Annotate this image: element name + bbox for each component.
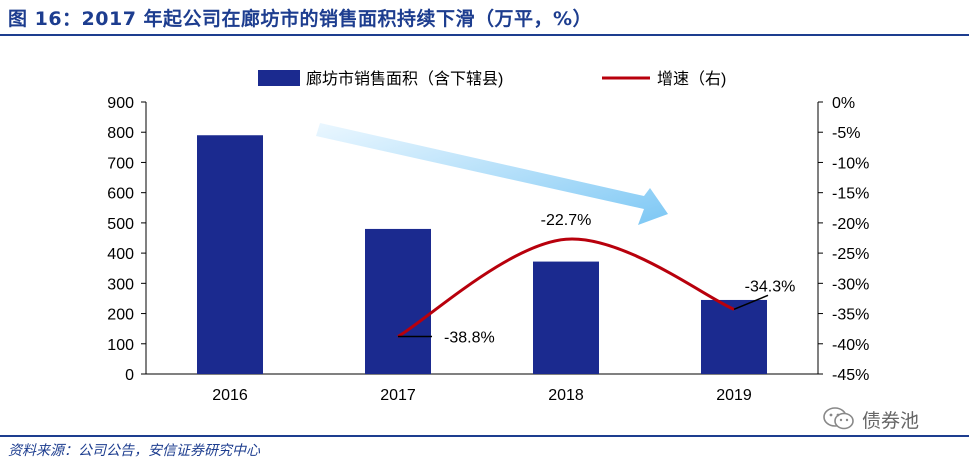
y-left-tick-label: 0: [125, 367, 134, 384]
y-left-tick-label: 500: [107, 216, 134, 233]
data-label-2019: -34.3%: [745, 278, 796, 295]
axes: 0 100 200 300 400 500 600 700 800 900 0% -5% -10% -15…: [107, 95, 869, 404]
y-left-tick-label: 400: [107, 246, 134, 263]
trend-arrow-icon: [316, 123, 668, 225]
legend: 廊坊市销售面积（含下辖县) 增速（右): [258, 70, 726, 88]
data-labels: -38.8% -22.7% -34.3%: [398, 212, 796, 347]
x-tick-label: 2019: [716, 387, 752, 404]
title-bar: 图 16：2017 年起公司在廊坊市的销售面积持续下滑（万平，%）: [0, 0, 969, 36]
data-label-2017: -38.8%: [444, 330, 495, 347]
data-label-leader: [733, 294, 769, 311]
legend-bar-swatch: [258, 70, 300, 86]
y-left-tick-label: 100: [107, 337, 134, 354]
y-left-tick-label: 800: [107, 125, 134, 142]
bars: [197, 135, 767, 374]
x-tick-label: 2017: [380, 387, 416, 404]
y-right-tick-label: -10%: [832, 155, 869, 172]
legend-line-label: 增速（右): [657, 70, 726, 88]
y-right-tick-label: -45%: [832, 367, 869, 384]
growth-series-line: [397, 237, 735, 338]
bar-2016: [197, 135, 263, 374]
watermark: 债券池: [822, 405, 919, 433]
y-right-tick-label: -40%: [832, 337, 869, 354]
wechat-icon: [823, 407, 854, 430]
x-tick-label: 2016: [212, 387, 248, 404]
y-right-tick-label: -25%: [832, 246, 869, 263]
y-left-tick-label: 900: [107, 95, 134, 112]
legend-bar-label: 廊坊市销售面积（含下辖县): [306, 70, 503, 88]
y-left-tick-label: 300: [107, 276, 134, 293]
bar-2017: [365, 228, 431, 374]
data-label-2018: -22.7%: [541, 212, 592, 229]
watermark-text: 债券池: [862, 409, 920, 432]
source-note: 资料来源：公司公告，安信证券研究中心: [8, 443, 260, 459]
x-tick-label: 2018: [548, 387, 584, 404]
y-right-tick-label: -20%: [832, 216, 869, 233]
growth-line: [397, 237, 735, 338]
y-right-tick-label: -30%: [832, 276, 869, 293]
trend-arrow: [316, 123, 668, 225]
y-left-tick-label: 700: [107, 155, 134, 172]
y-right-tick-label: -35%: [832, 307, 869, 324]
bar-2018: [533, 261, 599, 374]
y-right-tick-label: -15%: [832, 186, 869, 203]
y-right-tick-label: -5%: [832, 125, 860, 142]
chart: 廊坊市销售面积（含下辖县) 增速（右) 0 100 200 300 400 500 600 7…: [107, 70, 869, 404]
title-divider: [0, 34, 969, 36]
y-left-tick-label: 200: [107, 307, 134, 324]
figure-title: 图 16：2017 年起公司在廊坊市的销售面积持续下滑（万平，%）: [8, 8, 593, 30]
y-right-tick-label: 0%: [832, 95, 855, 112]
bar-2019: [701, 299, 767, 374]
footer-divider: [0, 435, 969, 437]
y-left-tick-label: 600: [107, 186, 134, 203]
